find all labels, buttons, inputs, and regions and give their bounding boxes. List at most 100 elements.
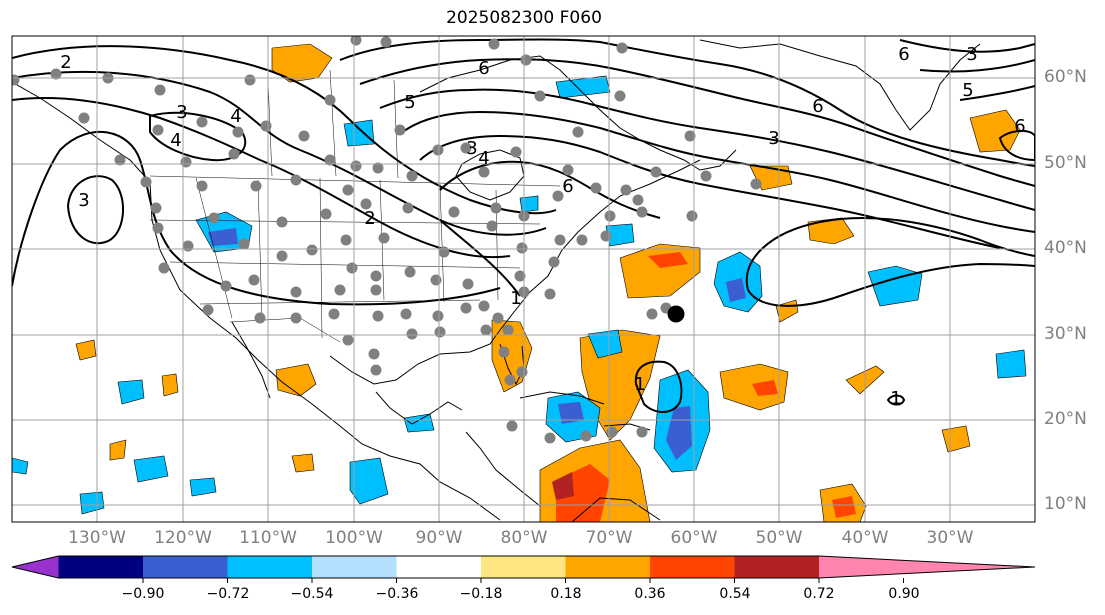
colorbar-segment [227, 556, 313, 578]
anomaly-fill-layer [12, 43, 1027, 522]
lon-label: 110°W [239, 528, 297, 548]
positive-anomaly-patch [832, 496, 856, 518]
contour-label: 6 [898, 44, 909, 65]
negative-anomaly-patch [995, 349, 1027, 379]
positive-anomaly-patch [291, 453, 315, 473]
contour-label-layer: 2 3 4 3 4 6 5 4 3 6 3 6 6 3 5 6 2 1 1 1 [60, 44, 1025, 409]
negative-anomaly-patch [519, 195, 539, 213]
colorbar-tick-label: −0.90 [121, 586, 165, 602]
positive-anomaly-patch [75, 339, 97, 361]
negative-anomaly-patch [208, 228, 238, 246]
negative-anomaly-patch [726, 278, 746, 302]
negative-anomaly-patch [189, 477, 217, 497]
gridline-layer [12, 36, 1035, 522]
colorbar-tick-label: 0.54 [719, 586, 751, 602]
coastline-layer [12, 39, 981, 522]
negative-anomaly-patch [555, 75, 611, 99]
negative-anomaly-patch [133, 455, 169, 483]
positive-anomaly-patch [552, 472, 574, 500]
contour-label: 6 [478, 58, 489, 79]
colorbar-segment [58, 556, 144, 578]
contour-label: 5 [962, 80, 973, 101]
contour-label: 6 [562, 176, 573, 197]
contour-label: 1 [510, 288, 521, 309]
negative-anomaly-patch [343, 119, 375, 147]
positive-anomaly-patch [969, 109, 1021, 153]
positive-anomaly-patch [807, 217, 855, 245]
colorbar-tick-label: 0.18 [550, 586, 582, 602]
positive-anomaly-patch [161, 373, 179, 397]
negative-anomaly-patch [79, 491, 105, 515]
contour-label: 6 [1014, 116, 1025, 137]
contour-label: 3 [78, 190, 89, 211]
positive-anomaly-patch [752, 380, 778, 396]
lat-label: 40°N [1044, 238, 1087, 258]
contour-label: 5 [404, 92, 415, 113]
colorbar-segment [650, 556, 735, 578]
lon-label: 30°W [926, 528, 974, 548]
colorbar-segment [565, 556, 651, 578]
negative-anomaly-patch [12, 457, 29, 475]
lat-label: 30°N [1044, 324, 1087, 344]
lon-label: 130°W [68, 528, 126, 548]
colorbar-tick-label: −0.18 [459, 586, 503, 602]
positive-anomaly-patch [619, 243, 701, 299]
colorbar-tick-label: 0.72 [803, 586, 835, 602]
colorbar-segment [734, 556, 820, 578]
map-title: 2025082300 F060 [446, 8, 602, 28]
contour-label: 3 [768, 128, 779, 149]
positive-anomaly-patch [941, 425, 971, 453]
station-dot-layer [12, 36, 762, 444]
positive-anomaly-patch [271, 43, 333, 83]
lat-label: 50°N [1044, 153, 1087, 173]
negative-anomaly-patch [867, 265, 923, 307]
positive-anomaly-patch [648, 252, 688, 268]
contour-label: 4 [170, 130, 181, 151]
contour-label: 6 [812, 96, 823, 117]
negative-anomaly-patch [587, 329, 623, 359]
contour-label: 4 [478, 148, 489, 169]
negative-anomaly-patch [117, 379, 145, 405]
lon-label: 50°W [755, 528, 803, 548]
colorbar-segment [396, 556, 482, 578]
colorbar-tick-label: −0.36 [375, 586, 419, 602]
lat-label: 60°N [1044, 67, 1087, 87]
negative-anomaly-patch [349, 457, 389, 505]
colorbar-segment [481, 556, 566, 578]
lon-label: 70°W [585, 528, 633, 548]
lon-label: 90°W [415, 528, 463, 548]
colorbar-tick-label: −0.72 [206, 586, 250, 602]
contour-label: 2 [60, 52, 71, 73]
positive-anomaly-patch [275, 363, 317, 397]
contour-label: 3 [176, 102, 187, 123]
map-frame [11, 35, 1036, 523]
colorbar-outline [11, 555, 1036, 579]
colorbar-extend-max [819, 556, 1035, 578]
contour-label: 1 [890, 388, 901, 409]
colorbar-tick-label: 0.36 [634, 586, 666, 602]
storm-center-marker [667, 305, 685, 323]
colorbar-tick-label: 0.90 [888, 586, 920, 602]
contour-layer [12, 38, 1035, 413]
positive-anomaly-patch [109, 439, 127, 461]
lon-label: 80°W [500, 528, 548, 548]
lon-label: 100°W [325, 528, 383, 548]
lon-label: 120°W [154, 528, 212, 548]
contour-label: 1 [634, 374, 645, 395]
colorbar-segment [312, 556, 397, 578]
contour-label: 2 [364, 208, 375, 229]
colorbar-segment [143, 556, 228, 578]
negative-anomaly-patch [558, 402, 584, 424]
lon-label: 60°W [670, 528, 718, 548]
colorbar-tick-label: −0.54 [290, 586, 334, 602]
contour-label: 3 [466, 138, 477, 159]
contour-label: 3 [966, 44, 977, 65]
lat-label: 10°N [1044, 494, 1087, 514]
colorbar-extend-min [12, 556, 59, 578]
lat-label: 20°N [1044, 409, 1087, 429]
contour-label: 4 [230, 106, 241, 127]
colorbar [11, 555, 1036, 583]
negative-anomaly-patch [403, 413, 435, 433]
lon-label: 40°W [841, 528, 889, 548]
